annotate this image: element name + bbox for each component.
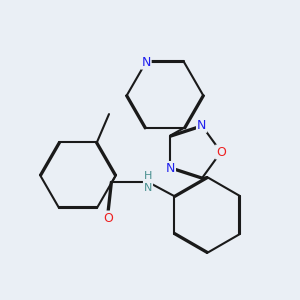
Text: H
N: H N [144, 171, 152, 193]
Text: N: N [197, 119, 206, 132]
Text: N: N [166, 162, 175, 175]
Text: O: O [216, 146, 226, 158]
Text: N: N [141, 56, 151, 69]
Text: O: O [103, 212, 113, 224]
